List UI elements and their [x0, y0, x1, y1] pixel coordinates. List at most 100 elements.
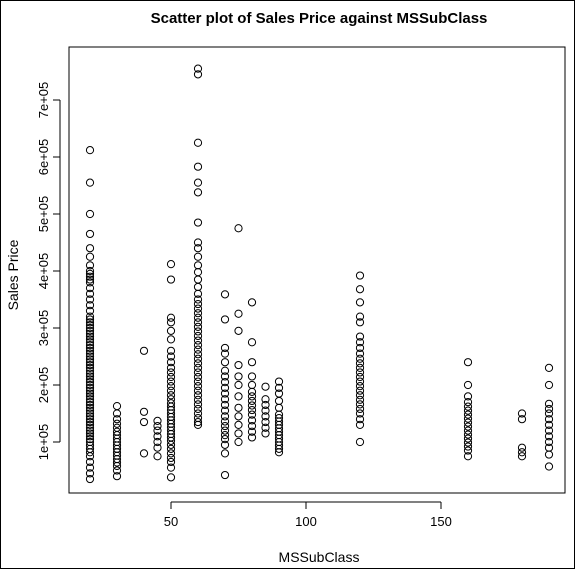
data-point: [85, 335, 95, 344]
data-point: [85, 380, 95, 390]
data-point: [85, 383, 95, 392]
data-point: [463, 452, 473, 461]
data-point: [355, 298, 365, 307]
data-point: [247, 405, 257, 415]
x-tick-label: 100: [295, 514, 317, 529]
data-point: [544, 409, 554, 418]
data-point: [193, 252, 203, 261]
data-point: [274, 396, 284, 406]
data-point: [463, 392, 473, 401]
data-point: [544, 462, 554, 471]
data-point: [85, 269, 95, 278]
data-point: [355, 343, 365, 353]
data-point: [193, 318, 203, 327]
data-point: [85, 329, 95, 338]
data-point: [544, 399, 554, 408]
data-point: [247, 387, 257, 396]
data-point: [85, 386, 95, 395]
data-point: [355, 359, 365, 368]
data-point: [85, 229, 95, 239]
data-point: [139, 346, 149, 355]
data-point: [261, 395, 270, 404]
data-point: [463, 430, 473, 439]
data-point: [544, 450, 554, 459]
data-point: [274, 389, 284, 398]
data-point: [355, 285, 365, 294]
data-point: [85, 338, 95, 347]
data-point: [463, 414, 473, 423]
data-point: [544, 415, 554, 424]
data-point: [261, 382, 270, 391]
data-point: [85, 355, 95, 364]
data-point: [193, 327, 203, 336]
y-tick-label: 4e+05: [36, 253, 51, 290]
data-point: [247, 421, 257, 431]
data-point: [220, 315, 230, 324]
data-point: [85, 398, 95, 407]
data-point: [85, 321, 95, 330]
data-point: [234, 372, 243, 381]
data-point: [234, 412, 243, 421]
data-point: [247, 380, 257, 390]
data-point: [247, 401, 257, 410]
data-point: [193, 354, 203, 363]
data-points: [85, 64, 554, 484]
data-point: [517, 443, 527, 452]
y-tick-label: 1e+05: [36, 424, 51, 461]
data-point: [193, 363, 203, 372]
data-point: [220, 383, 230, 392]
data-point: [247, 338, 257, 347]
data-point: [193, 341, 203, 350]
data-point: [193, 138, 203, 147]
data-point: [85, 326, 95, 335]
data-point: [261, 429, 270, 438]
data-point: [544, 426, 554, 435]
data-point: [166, 358, 176, 367]
data-point: [463, 398, 473, 407]
data-point: [193, 345, 203, 354]
data-point: [261, 417, 270, 427]
data-point: [85, 437, 95, 447]
data-point: [247, 392, 257, 401]
data-point: [463, 410, 473, 419]
data-point: [193, 162, 203, 171]
data-point: [166, 382, 176, 391]
data-point: [544, 363, 554, 372]
data-point: [112, 472, 122, 481]
data-point: [193, 309, 203, 318]
data-point: [85, 360, 95, 370]
data-point: [463, 442, 473, 451]
data-point: [166, 395, 176, 404]
data-point: [85, 315, 95, 324]
data-point: [85, 432, 95, 441]
data-point: [355, 363, 365, 372]
data-point: [166, 275, 176, 284]
data-point: [85, 244, 95, 253]
data-point: [85, 375, 95, 384]
data-point: [193, 244, 203, 253]
data-point: [85, 289, 95, 298]
data-point: [85, 261, 95, 270]
data-point: [85, 332, 95, 341]
data-point: [85, 358, 95, 367]
data-point: [193, 336, 203, 345]
data-point: [85, 403, 95, 412]
data-point: [85, 369, 95, 378]
data-point: [355, 420, 365, 429]
data-point: [247, 410, 257, 419]
data-point: [85, 420, 95, 429]
data-point: [85, 457, 95, 467]
data-point: [234, 403, 243, 412]
data-point: [355, 400, 365, 409]
data-point: [261, 406, 270, 415]
data-point: [355, 395, 365, 404]
data-point: [517, 448, 527, 457]
data-point: [355, 349, 365, 358]
data-point: [112, 423, 122, 432]
data-point: [85, 346, 95, 355]
data-point: [193, 268, 203, 277]
data-point: [193, 368, 203, 377]
data-point: [274, 377, 284, 386]
